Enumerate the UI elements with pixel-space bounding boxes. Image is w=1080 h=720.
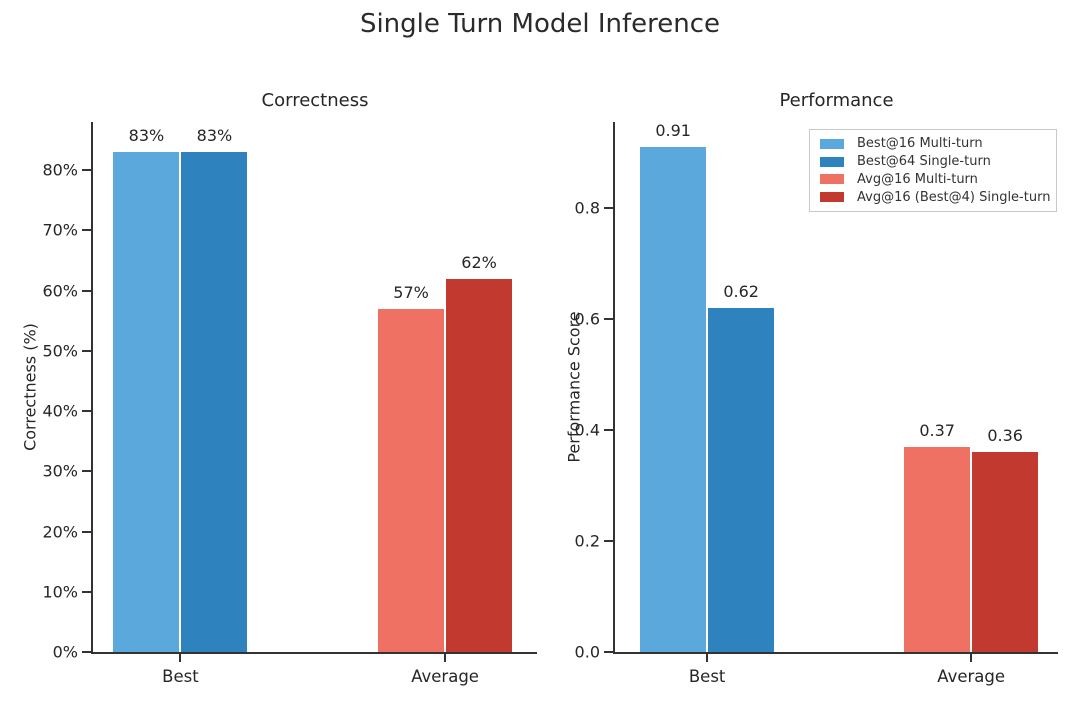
legend-swatch xyxy=(820,138,844,149)
subplot-title-correctness: Correctness xyxy=(261,90,369,111)
y-tick-mark xyxy=(82,470,91,473)
y-tick-label: 0.0 xyxy=(574,642,600,662)
y-tick-label: 0% xyxy=(52,642,78,662)
bar-value-label: 83% xyxy=(196,126,233,146)
x-tick-label-best: Best xyxy=(162,667,199,686)
bar-value-label: 83% xyxy=(128,126,165,146)
bar-average-1 xyxy=(378,308,445,652)
y-tick-label: 60% xyxy=(42,281,78,301)
y-tick-mark xyxy=(604,429,613,431)
bar-best-1 xyxy=(113,152,180,652)
legend-entry-label: Avg@16 (Best@4) Single-turn xyxy=(857,189,1051,205)
bar-best-2 xyxy=(181,152,248,652)
bar-average-2 xyxy=(446,278,513,652)
x-tick-mark xyxy=(179,654,182,662)
bar-best-2 xyxy=(708,307,775,652)
x-tick-mark xyxy=(444,654,447,662)
y-tick-label: 20% xyxy=(42,522,78,542)
bar-average-2 xyxy=(972,452,1039,652)
y-tick-mark xyxy=(604,207,613,210)
plot-area-performance: 0.0 0.2 0.4 0.6 0.8 Best 0.91 0.62 Average 0.37 0.… xyxy=(575,120,1058,686)
legend-entry: Avg@16 (Best@4) Single-turn xyxy=(820,188,1050,206)
y-tick-mark xyxy=(604,651,613,653)
y-tick-label: 50% xyxy=(42,341,78,361)
legend-entry-label: Best@64 Single-turn xyxy=(857,154,991,170)
plot-area-correctness: 0% 10% 20% 30% 40% 50% 60% 70% 80% Best 83% 83% Aver… xyxy=(42,122,537,686)
y-tick-label: 0.6 xyxy=(574,309,600,329)
y-tick-label: 70% xyxy=(42,220,78,240)
legend-entry: Best@64 Single-turn xyxy=(820,153,1050,171)
bar-value-label: 0.62 xyxy=(723,281,759,301)
bar-value-label: 0.91 xyxy=(655,120,691,140)
y-tick-mark xyxy=(82,651,91,653)
bar-value-label: 0.37 xyxy=(919,420,955,440)
x-tick-mark xyxy=(706,654,709,662)
correctness-chart: Correctness Correctness (%) 0% 10% 20% 30% 4… xyxy=(21,90,537,686)
legend-swatch xyxy=(820,156,844,167)
y-tick-label: 10% xyxy=(42,582,78,602)
x-tick-label-best: Best xyxy=(688,667,726,686)
y-tick-mark xyxy=(82,530,91,533)
y-axis-label-performance: Performance Score xyxy=(564,311,584,463)
x-axis-spine xyxy=(91,652,537,654)
y-tick-label: 40% xyxy=(42,401,78,421)
x-tick-label-average: Average xyxy=(937,667,1006,686)
legend-entry: Avg@16 Multi-turn xyxy=(820,171,1050,189)
subplot-title-performance: Performance xyxy=(779,90,894,111)
y-axis-spine xyxy=(91,122,93,654)
legend-entry-label: Best@16 Multi-turn xyxy=(857,136,983,152)
y-tick-mark xyxy=(82,169,91,172)
legend-swatch xyxy=(820,174,844,185)
y-tick-label: 30% xyxy=(42,461,78,481)
bar-best-1 xyxy=(640,146,707,652)
y-tick-mark xyxy=(82,410,91,413)
y-tick-label: 0.4 xyxy=(574,420,600,440)
y-tick-label: 80% xyxy=(42,160,78,180)
bar-value-label: 0.36 xyxy=(987,426,1023,446)
y-tick-mark xyxy=(82,229,91,232)
bar-value-label: 62% xyxy=(461,252,497,272)
performance-chart: Performance Performance Score 0.0 0.2 0.4 0… xyxy=(565,90,1058,686)
x-tick-label-average: Average xyxy=(411,667,479,686)
legend: Best@16 Multi-turn Best@64 Single-turn Avg… xyxy=(809,129,1057,213)
legend-swatch xyxy=(820,192,844,203)
figure-title: Single Turn Model Inference xyxy=(359,9,721,39)
x-tick-mark xyxy=(970,654,973,662)
y-axis-spine xyxy=(613,122,615,654)
y-tick-label: 0.8 xyxy=(574,198,600,218)
y-tick-mark xyxy=(604,318,613,321)
y-tick-mark xyxy=(604,540,613,542)
y-tick-mark xyxy=(82,349,91,352)
bar-average-1 xyxy=(904,446,971,652)
legend-entry-label: Avg@16 Multi-turn xyxy=(857,171,978,187)
y-axis-label-correctness: Correctness (%) xyxy=(20,323,40,451)
x-axis-spine xyxy=(613,652,1058,654)
bar-value-label: 57% xyxy=(393,282,429,302)
y-tick-mark xyxy=(82,289,91,292)
y-tick-mark xyxy=(82,590,91,593)
y-tick-label: 0.2 xyxy=(574,531,600,551)
legend-entry: Best@16 Multi-turn xyxy=(820,135,1050,153)
